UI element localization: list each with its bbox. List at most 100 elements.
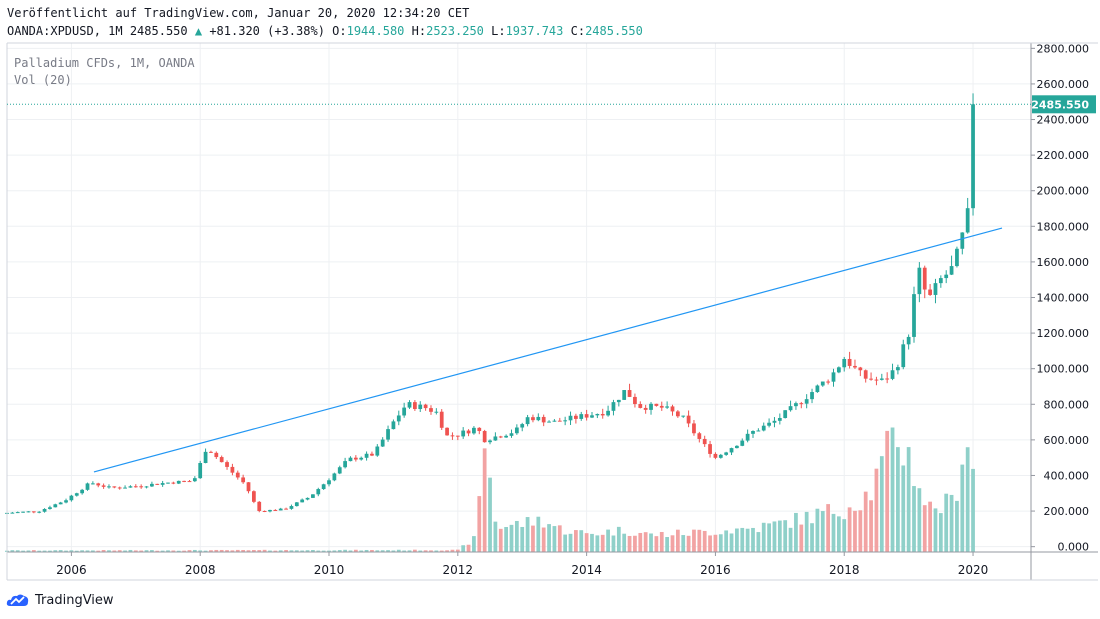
volume-bar	[439, 550, 444, 552]
volume-bar	[445, 550, 449, 552]
volume-bar	[692, 529, 696, 552]
volume-bar	[928, 501, 932, 552]
volume-bar	[418, 550, 423, 552]
volume-bar	[955, 500, 959, 552]
volume-bar	[831, 513, 836, 552]
candle-body	[332, 473, 337, 481]
volume-bar	[423, 550, 428, 552]
volume-bar	[574, 530, 578, 552]
volume-bar	[611, 535, 616, 552]
volume-bar	[10, 550, 15, 552]
candle-body	[251, 491, 256, 502]
volume-bar	[740, 527, 745, 552]
volume-bar	[922, 505, 927, 552]
volume-bar	[686, 535, 691, 552]
open-label: O:	[332, 24, 347, 38]
published-info: Veröffentlicht auf TradingView.com, Janu…	[7, 6, 469, 20]
candle-body	[633, 396, 637, 405]
volume-bar	[718, 534, 723, 552]
candlestick-series	[5, 93, 975, 514]
volume-bar	[348, 550, 353, 552]
candle-body	[563, 420, 568, 422]
y-tick-label: 2200.000	[1037, 149, 1090, 162]
candle-body	[509, 433, 514, 436]
candle-body	[413, 402, 417, 410]
candle-body	[241, 477, 246, 483]
volume-bar	[327, 550, 331, 552]
volume-bar	[595, 535, 600, 552]
trendline[interactable]	[93, 227, 1003, 473]
x-tick-label: 2020	[958, 563, 989, 577]
tradingview-logo[interactable]: TradingView	[6, 592, 114, 608]
candle-body	[552, 420, 557, 422]
candle-body	[139, 486, 144, 488]
volume-bar	[74, 550, 79, 552]
candle-body	[128, 486, 133, 488]
candle-body	[729, 448, 734, 453]
open-value: 1944.580	[346, 24, 405, 38]
candle-body	[906, 336, 911, 345]
candle-body	[246, 482, 251, 492]
close-label: C:	[570, 24, 586, 38]
x-tick-label: 2018	[829, 563, 860, 577]
candle-body	[53, 504, 58, 508]
candle-body	[557, 420, 562, 422]
candle-body	[21, 511, 25, 513]
volume-bar	[547, 524, 551, 552]
candle-body	[176, 480, 181, 484]
volume-bar	[144, 550, 149, 552]
candle-body	[48, 507, 52, 509]
volume-bar	[885, 430, 890, 552]
candle-body	[756, 430, 761, 432]
candle-body	[262, 510, 267, 512]
volume-bar	[799, 524, 804, 552]
y-tick-label: 200.000	[1044, 505, 1090, 518]
candle-body	[182, 480, 186, 482]
volume-bar	[80, 550, 85, 552]
volume-bar	[525, 517, 530, 552]
volume-bar	[761, 522, 766, 552]
candle-body	[58, 502, 63, 505]
candle-body	[69, 495, 74, 501]
candle-body	[455, 435, 460, 437]
volume-bar	[579, 530, 584, 552]
volume-bar	[767, 523, 771, 552]
candle-body	[423, 404, 428, 409]
price-axis: 2800.000 2600.000 2400.000 2200.000 2000.000…	[1031, 42, 1096, 554]
candle-body	[831, 372, 836, 382]
candle-body	[112, 486, 117, 488]
volume-bar	[370, 549, 374, 552]
candle-body	[616, 399, 621, 403]
candle-body	[219, 457, 224, 463]
volume-bar	[482, 448, 487, 552]
volume-bar	[552, 526, 557, 552]
volume-bar	[858, 510, 863, 552]
candle-body	[144, 486, 149, 488]
volume-bar	[965, 447, 970, 552]
candle-body	[718, 454, 723, 458]
candle-body	[622, 390, 627, 400]
x-tick-label: 2008	[185, 563, 216, 577]
volume-bar	[386, 550, 390, 552]
volume-bar	[160, 550, 165, 552]
volume-bar	[241, 549, 246, 552]
candle-body	[209, 451, 213, 453]
volume-bar	[697, 529, 702, 552]
candle-body	[735, 445, 739, 449]
candle-body	[595, 413, 600, 416]
y-tick-label: 1600.000	[1037, 256, 1090, 269]
volume-bar	[90, 550, 95, 552]
volume-bar	[702, 530, 707, 552]
candle-body	[944, 274, 949, 279]
y-tick-label: 2800.000	[1037, 42, 1090, 55]
candle-body	[439, 411, 444, 428]
volume-bar	[724, 530, 729, 552]
volume-bar	[289, 550, 294, 552]
high-value: 2523.250	[426, 24, 484, 38]
candle-body	[37, 511, 42, 513]
candle-body	[858, 367, 863, 371]
volume-bar	[622, 533, 627, 552]
candle-body	[649, 403, 653, 410]
volume-bar	[15, 550, 20, 552]
